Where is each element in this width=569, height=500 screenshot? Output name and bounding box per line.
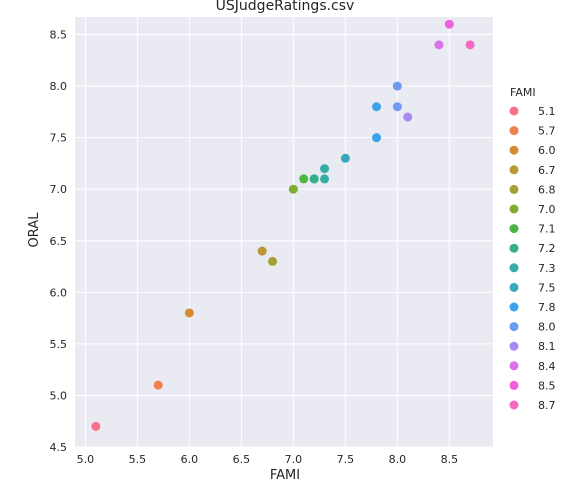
data-point — [268, 256, 278, 266]
legend-marker — [509, 145, 519, 155]
legend-label: 7.1 — [538, 223, 556, 236]
legend-marker — [509, 341, 519, 351]
y-tick-label: 6.0 — [50, 286, 68, 299]
legend-label: 5.1 — [538, 105, 556, 118]
legend-marker — [509, 380, 519, 390]
data-point — [257, 246, 267, 256]
y-tick-label: 8.0 — [50, 80, 68, 93]
legend-label: 7.0 — [538, 203, 556, 216]
legend-label: 7.3 — [538, 262, 556, 275]
data-point — [153, 380, 163, 390]
y-tick-label: 4.5 — [50, 441, 68, 454]
legend-marker — [509, 263, 519, 273]
legend-marker — [509, 126, 519, 136]
data-point — [403, 112, 413, 122]
data-point — [184, 308, 194, 318]
legend-label: 7.5 — [538, 281, 556, 294]
legend-marker — [509, 184, 519, 194]
legend-label: 7.8 — [538, 301, 556, 314]
y-tick-label: 5.5 — [50, 338, 68, 351]
x-tick-label: 6.0 — [181, 453, 199, 466]
plot-background — [75, 17, 493, 447]
data-point — [372, 102, 382, 112]
plot-area: 5.0 5.5 6.0 6.5 7.0 7.5 8.0 8.5 4.5 5.0 5.5 6.0 6.5 7… — [50, 17, 493, 466]
legend-marker — [509, 204, 519, 214]
legend-marker — [509, 322, 519, 332]
x-tick-label: 7.5 — [337, 453, 355, 466]
legend-marker — [509, 243, 519, 253]
data-point — [392, 102, 402, 112]
legend-marker — [509, 400, 519, 410]
legend-marker — [509, 361, 519, 371]
data-point — [372, 133, 382, 143]
data-point — [91, 421, 101, 431]
legend-label: 8.7 — [538, 399, 556, 412]
x-axis-label: FAMI — [270, 468, 300, 483]
y-tick-label: 7.5 — [50, 132, 68, 145]
legend-marker — [509, 282, 519, 292]
x-tick-label: 5.5 — [129, 453, 147, 466]
y-tick-label: 6.5 — [50, 235, 68, 248]
chart-title: USJudgeRatings.csv — [216, 0, 355, 14]
legend-marker — [509, 224, 519, 234]
x-tick-label: 8.5 — [441, 453, 459, 466]
x-tick-label: 5.0 — [77, 453, 95, 466]
x-tick-label: 7.0 — [285, 453, 303, 466]
legend-label: 6.8 — [538, 183, 556, 196]
y-tick-label: 5.0 — [50, 389, 68, 402]
legend-label: 7.2 — [538, 242, 556, 255]
legend-label: 6.7 — [538, 164, 556, 177]
legend-label: 5.7 — [538, 125, 556, 138]
legend-label: 8.0 — [538, 321, 556, 334]
data-point — [444, 19, 454, 29]
legend-label: 8.4 — [538, 360, 556, 373]
legend-marker — [509, 165, 519, 175]
legend-label: 8.1 — [538, 340, 556, 353]
data-point — [465, 40, 475, 50]
legend-label: 6.0 — [538, 144, 556, 157]
y-tick-label: 7.0 — [50, 183, 68, 196]
legend-marker — [509, 302, 519, 312]
legend-title: FAMI — [510, 86, 536, 99]
legend-marker — [509, 106, 519, 116]
legend-label: 8.5 — [538, 379, 556, 392]
x-tick-label: 8.0 — [389, 453, 407, 466]
data-point — [299, 174, 309, 184]
legend: FAMI 5.1 5.7 6.0 6.7 6.8 7.0 7.1 7.2 7.3 7.5 7.8 8.… — [509, 86, 556, 412]
data-point — [309, 174, 319, 184]
y-tick-label: 8.5 — [50, 29, 68, 42]
x-tick-label: 6.5 — [233, 453, 251, 466]
data-point — [392, 81, 402, 91]
data-point — [340, 153, 350, 163]
y-axis-label: ORAL — [27, 212, 42, 248]
data-point — [320, 164, 330, 174]
data-point — [320, 174, 330, 184]
data-point — [288, 184, 298, 194]
data-point — [434, 40, 444, 50]
